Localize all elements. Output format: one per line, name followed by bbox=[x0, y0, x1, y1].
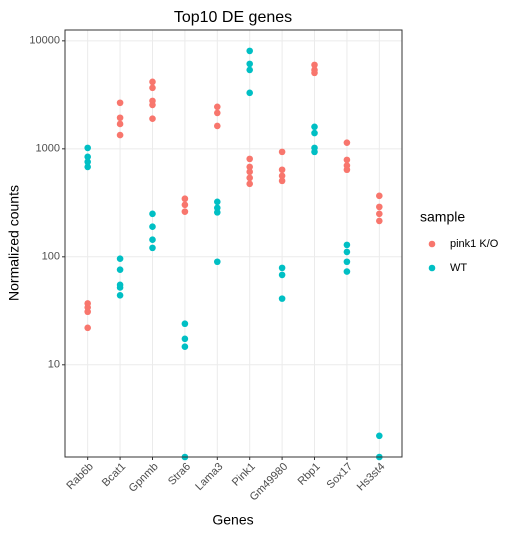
point bbox=[343, 241, 351, 249]
point bbox=[343, 248, 351, 256]
point bbox=[213, 122, 221, 130]
point bbox=[181, 335, 189, 343]
point bbox=[246, 180, 254, 188]
point bbox=[311, 123, 318, 131]
point bbox=[116, 120, 124, 128]
point bbox=[116, 99, 124, 107]
point bbox=[246, 47, 254, 55]
point bbox=[376, 432, 383, 440]
point bbox=[213, 258, 221, 266]
point bbox=[278, 166, 286, 174]
point bbox=[84, 308, 91, 316]
point bbox=[149, 101, 156, 109]
point bbox=[84, 163, 91, 171]
point bbox=[376, 192, 383, 200]
point bbox=[246, 155, 254, 163]
legend-swatch bbox=[428, 240, 436, 248]
point bbox=[246, 66, 254, 74]
point bbox=[84, 153, 91, 161]
point bbox=[149, 223, 156, 231]
point bbox=[343, 268, 351, 275]
point bbox=[181, 208, 189, 215]
point bbox=[149, 236, 156, 244]
point bbox=[278, 295, 286, 302]
panel-border bbox=[64, 29, 403, 458]
legend-swatch bbox=[428, 264, 436, 272]
point bbox=[246, 163, 254, 171]
point bbox=[181, 201, 189, 209]
y-tick-label: 100 bbox=[42, 251, 60, 263]
point bbox=[149, 84, 156, 92]
point bbox=[116, 292, 124, 299]
point bbox=[311, 148, 318, 156]
point bbox=[376, 203, 383, 211]
y-tick-label: 1000 bbox=[36, 143, 60, 155]
point bbox=[311, 61, 318, 69]
point bbox=[181, 343, 189, 351]
point bbox=[343, 258, 351, 266]
legend-label: WT bbox=[450, 262, 467, 274]
point bbox=[246, 60, 254, 68]
point bbox=[311, 69, 318, 77]
point bbox=[246, 174, 254, 182]
point bbox=[181, 320, 189, 328]
point bbox=[376, 210, 383, 218]
point bbox=[278, 271, 286, 279]
point bbox=[343, 156, 351, 164]
point bbox=[278, 264, 286, 272]
point bbox=[278, 148, 286, 156]
point bbox=[149, 115, 156, 123]
legend-title: sample bbox=[420, 209, 465, 225]
point bbox=[246, 168, 254, 176]
y-tick-label: 10 bbox=[48, 359, 60, 371]
point bbox=[84, 324, 91, 332]
point bbox=[343, 166, 351, 174]
point bbox=[84, 158, 91, 166]
point bbox=[116, 284, 124, 291]
point bbox=[311, 129, 318, 137]
point bbox=[149, 210, 156, 218]
point bbox=[246, 89, 254, 97]
point bbox=[213, 109, 221, 117]
chart-title: Top10 DE genes bbox=[174, 9, 292, 26]
point bbox=[116, 255, 124, 263]
point bbox=[213, 103, 221, 111]
point bbox=[181, 195, 189, 203]
point bbox=[116, 266, 124, 273]
point bbox=[213, 198, 221, 206]
point bbox=[149, 244, 156, 252]
point bbox=[149, 78, 156, 86]
y-axis-title: Normalized counts bbox=[6, 185, 22, 301]
legend-label: pink1 K/O bbox=[450, 238, 499, 250]
point bbox=[116, 131, 124, 139]
x-axis-title: Genes bbox=[212, 512, 253, 528]
point bbox=[343, 139, 351, 146]
point bbox=[278, 177, 286, 185]
point bbox=[116, 114, 124, 122]
point bbox=[84, 144, 91, 152]
point bbox=[213, 209, 221, 216]
point bbox=[278, 172, 286, 180]
y-tick-label: 10000 bbox=[29, 35, 60, 47]
point bbox=[376, 217, 383, 225]
